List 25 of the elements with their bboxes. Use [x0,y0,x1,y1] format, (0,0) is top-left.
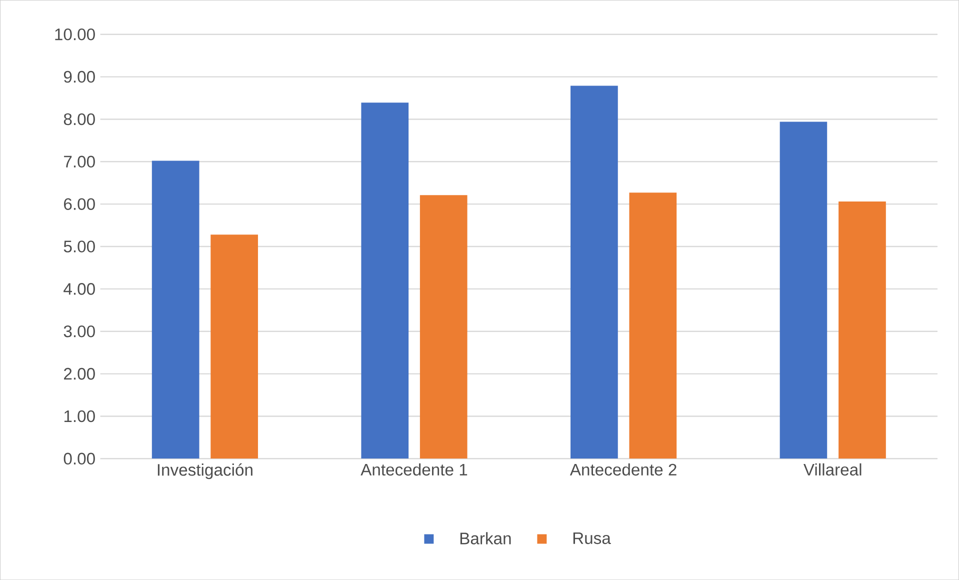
y-tick-label: 0.00 [64,452,95,464]
bar [152,160,200,459]
y-tick-label: 4.00 [64,282,95,295]
bar [570,86,618,459]
bar [420,195,468,459]
bar [780,122,828,459]
bar [838,201,886,459]
y-tick-label: 6.00 [64,198,95,210]
x-tick-label: Antecedente 2 [570,463,676,476]
y-tick-label: 10.00 [55,28,95,40]
bar [361,102,409,459]
y-tick-label: 3.00 [64,325,95,338]
bar [210,234,258,459]
y-tick-label: 2.00 [64,368,95,380]
legend-label: Rusa [573,532,611,544]
y-tick-label: 9.00 [64,70,95,83]
x-tick-label: Antecedente 1 [360,463,468,476]
y-tick-label: 7.00 [64,156,95,168]
bar [629,192,677,459]
x-tick-label: Investigación [158,463,252,479]
legend-label: Barkan [460,532,511,544]
y-tick-label: 8.00 [64,113,95,126]
y-tick-label: 1.00 [64,410,95,422]
y-tick-label: 5.00 [64,240,95,252]
x-tick-label: Villareal [804,463,862,476]
